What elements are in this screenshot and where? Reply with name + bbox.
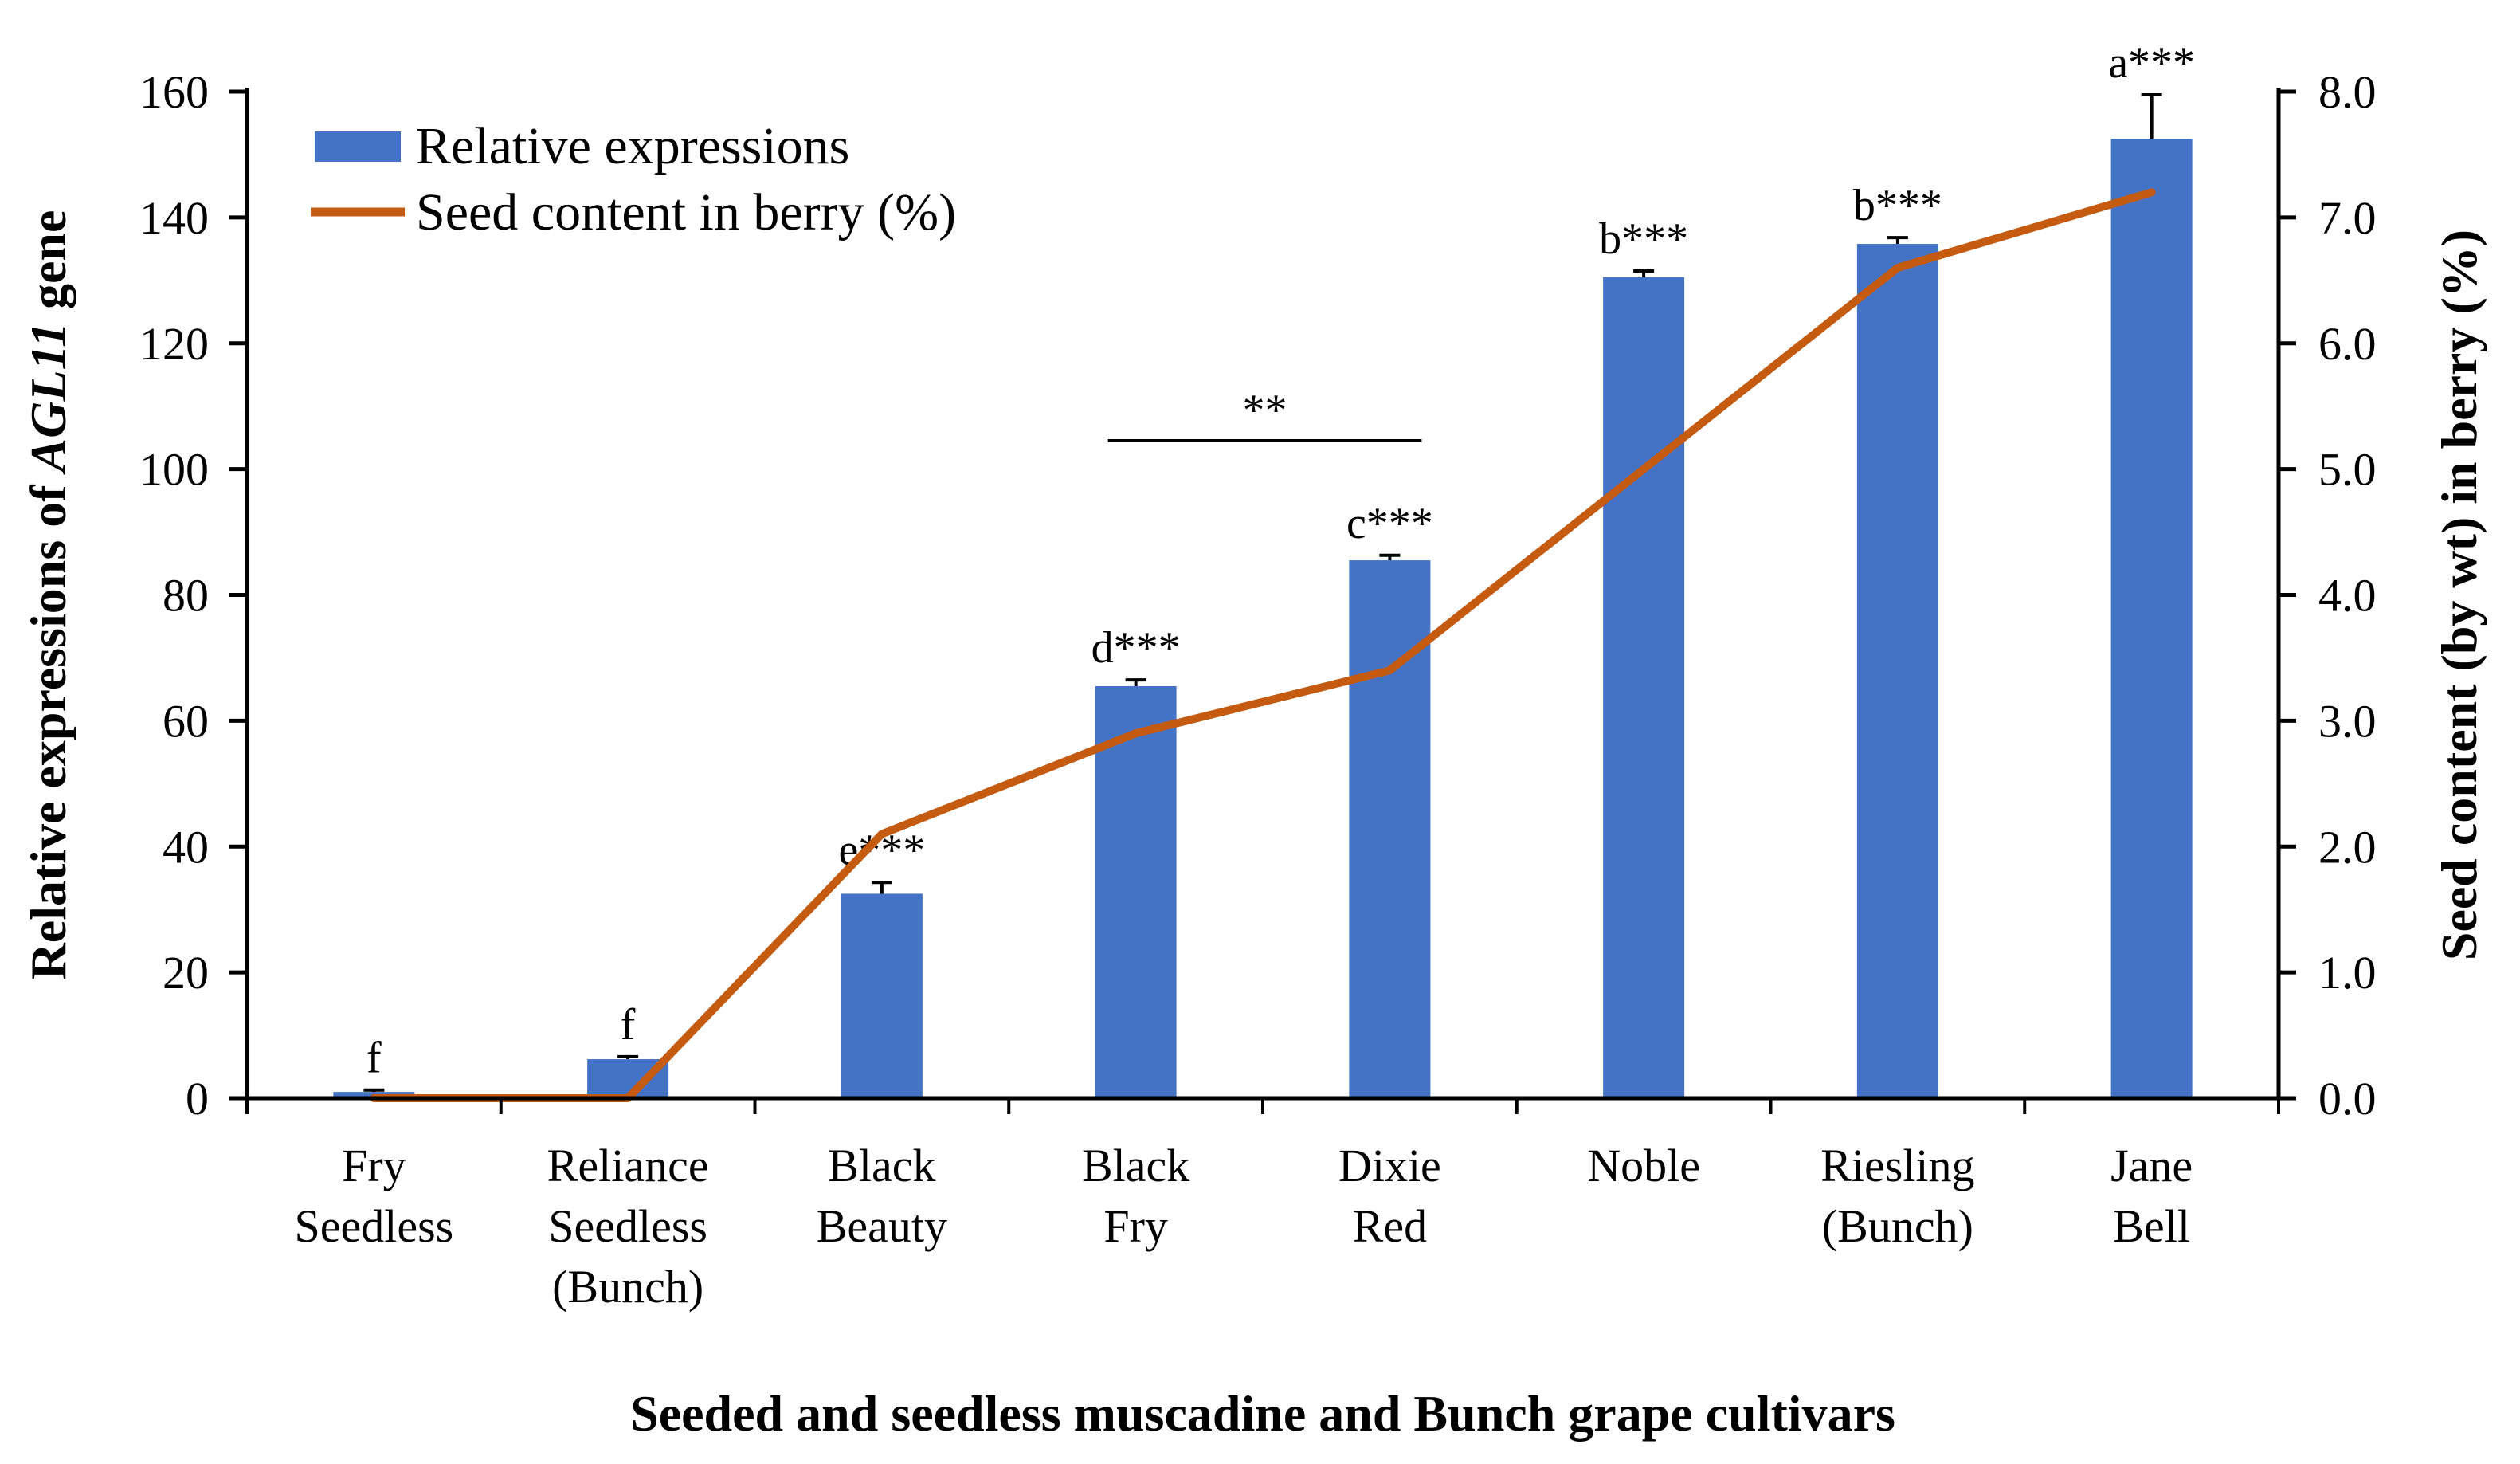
x-tick-label-line: Jane [2110,1140,2193,1191]
x-axis-title: Seeded and seedless muscadine and Bunch … [630,1385,1895,1442]
y-tick-label: 80 [163,570,209,622]
x-tick-label-line: (Bunch) [552,1261,703,1313]
y2-tick-label: 6.0 [2318,318,2377,370]
significance-label: f [366,1034,382,1083]
x-tick-label-line: Beauty [817,1200,947,1252]
x-tick-label-line: Black [828,1140,935,1191]
significance-label: b*** [1599,214,1688,264]
x-tick-label: Reliance Seedless (Bunch) [547,1140,709,1313]
y2-tick-label: 2.0 [2318,821,2377,873]
bracket-label: ** [1243,386,1287,435]
y-tick-label: 140 [139,192,209,244]
plot-area: ffe***d***c***b***b***a*****020406080100… [20,38,2487,1442]
bar [2110,139,2193,1098]
y-tick-label: 40 [163,821,209,873]
x-tick-label-line: Red [1353,1200,1427,1252]
x-tick-label-line: Dixie [1338,1140,1441,1191]
y-tick-label: 160 [139,66,209,118]
bar [1603,277,1685,1099]
y-tick-label: 60 [163,695,209,747]
y-axis-title-part: Relative expressions of [20,472,76,979]
bar [1856,244,1938,1098]
x-tick-label-line: (Bunch) [1822,1200,1973,1252]
legend-bar-label: Relative expressions [416,117,849,175]
x-tick-label-line: Seedless [548,1200,707,1252]
x-tick-label: Dixie Red [1338,1140,1441,1252]
seed-content-line [370,188,2156,1102]
bar [1095,685,1177,1098]
y-axis-title-part: AGL11 [20,322,76,475]
y2-tick-label: 7.0 [2318,192,2377,244]
x-tick-label-line: Riesling [1820,1140,1974,1191]
y-tick-label: 120 [139,318,209,370]
x-tick-label: Black Fry [1082,1140,1189,1252]
bar [841,893,923,1098]
x-tick-label: Black Beauty [817,1140,947,1252]
y-axis-title-part: gene [20,210,76,322]
x-tick-label: Riesling (Bunch) [1820,1140,1974,1252]
x-tick-label-line: Black [1082,1140,1189,1191]
y2-axis-title: Seed content (by wt) in berry (%) [2431,230,2487,960]
significance-label: d*** [1091,623,1181,673]
y-tick-label: 100 [139,444,209,496]
y2-tick-label: 0.0 [2318,1073,2377,1124]
legend-line-label: Seed content in berry (%) [416,183,956,241]
significance-label: f [621,1000,636,1050]
x-tick-label-line: Seedless [295,1200,454,1252]
x-tick-label: Jane Bell [2110,1140,2193,1252]
y2-tick-label: 3.0 [2318,695,2377,747]
x-tick-label-line: Noble [1587,1140,1700,1191]
y-tick-label: 0 [186,1073,209,1124]
bar [1349,560,1431,1098]
x-tick-label-line: Bell [2113,1200,2190,1252]
x-tick-label-line: Fry [1103,1200,1168,1252]
significance-label: a*** [2108,38,2195,88]
y-tick-label: 20 [163,947,209,999]
x-tick-label-line: Reliance [547,1140,709,1191]
y2-tick-label: 8.0 [2318,66,2377,118]
y-axis-title: Relative expressions of AGL11 gene [20,210,76,980]
y2-tick-label: 4.0 [2318,570,2377,622]
x-tick-label: Noble [1587,1140,1700,1191]
y2-tick-label: 1.0 [2318,947,2377,999]
x-tick-label: Fry Seedless [295,1140,454,1252]
significance-label: b*** [1853,181,1942,230]
legend-bar-swatch [315,131,401,162]
y2-tick-label: 5.0 [2318,444,2377,496]
significance-label: c*** [1346,499,1433,548]
x-tick-label-line: Fry [342,1140,406,1191]
